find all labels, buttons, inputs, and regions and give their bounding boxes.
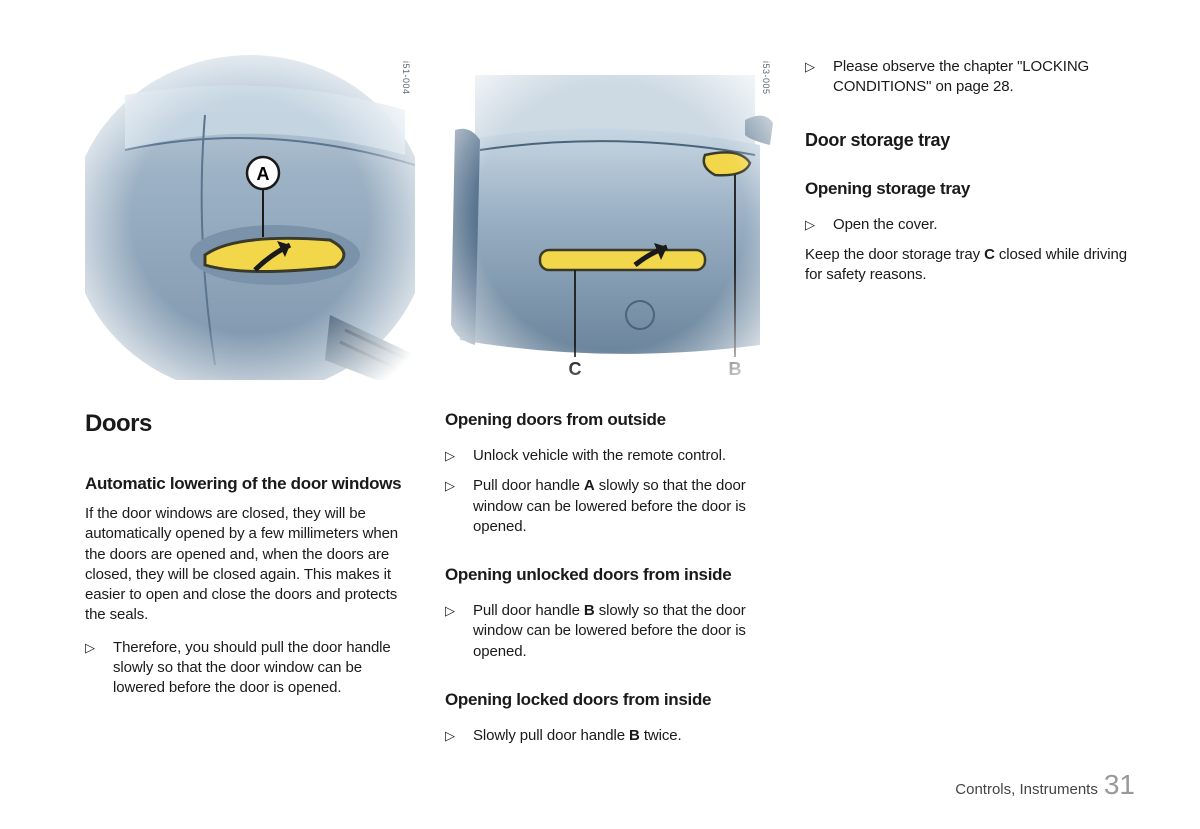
heading-doors: Doors: [85, 410, 415, 438]
bullet-unlock-remote: Unlock vehicle with the remote control.: [445, 446, 775, 466]
figure-code: i51-004: [401, 61, 411, 95]
bullet-see-locking-conditions: Please observe the chapter "LOCKING COND…: [805, 57, 1135, 98]
bullet-pull-slowly: Therefore, you should pull the door hand…: [85, 638, 415, 699]
page-number: 31: [1104, 769, 1135, 801]
figure-exterior-door: i51-004: [85, 55, 415, 380]
column-2: i53-005: [445, 55, 775, 789]
section-name: Controls, Instruments: [955, 781, 1098, 798]
heading-open-unlocked-inside: Opening unlocked doors from inside: [445, 565, 775, 585]
bullet-pull-handle-b: Pull door handle B slowly so that the do…: [445, 601, 775, 662]
paragraph-keep-tray-closed: Keep the door storage tray C closed whil…: [805, 245, 1135, 286]
heading-auto-lowering: Automatic lowering of the door windows: [85, 474, 415, 494]
heading-open-outside: Opening doors from outside: [445, 410, 775, 430]
figure-interior-door: i53-005: [445, 55, 775, 380]
bullet-open-cover: Open the cover.: [805, 215, 1135, 235]
heading-opening-storage-tray: Opening storage tray: [805, 179, 1135, 199]
heading-door-storage-tray: Door storage tray: [805, 130, 1135, 151]
bullet-pull-handle-a: Pull door handle A slowly so that the do…: [445, 476, 775, 537]
figure-code: i53-005: [761, 61, 771, 95]
column-3: Please observe the chapter "LOCKING COND…: [805, 55, 1135, 789]
heading-open-locked-inside: Opening locked doors from inside: [445, 690, 775, 710]
bullet-pull-handle-b-twice: Slowly pull door handle B twice.: [445, 726, 775, 746]
column-1: i51-004: [85, 55, 415, 789]
page-footer: Controls, Instruments 31: [955, 769, 1135, 801]
paragraph-auto-lowering: If the door windows are closed, they wil…: [85, 504, 415, 626]
